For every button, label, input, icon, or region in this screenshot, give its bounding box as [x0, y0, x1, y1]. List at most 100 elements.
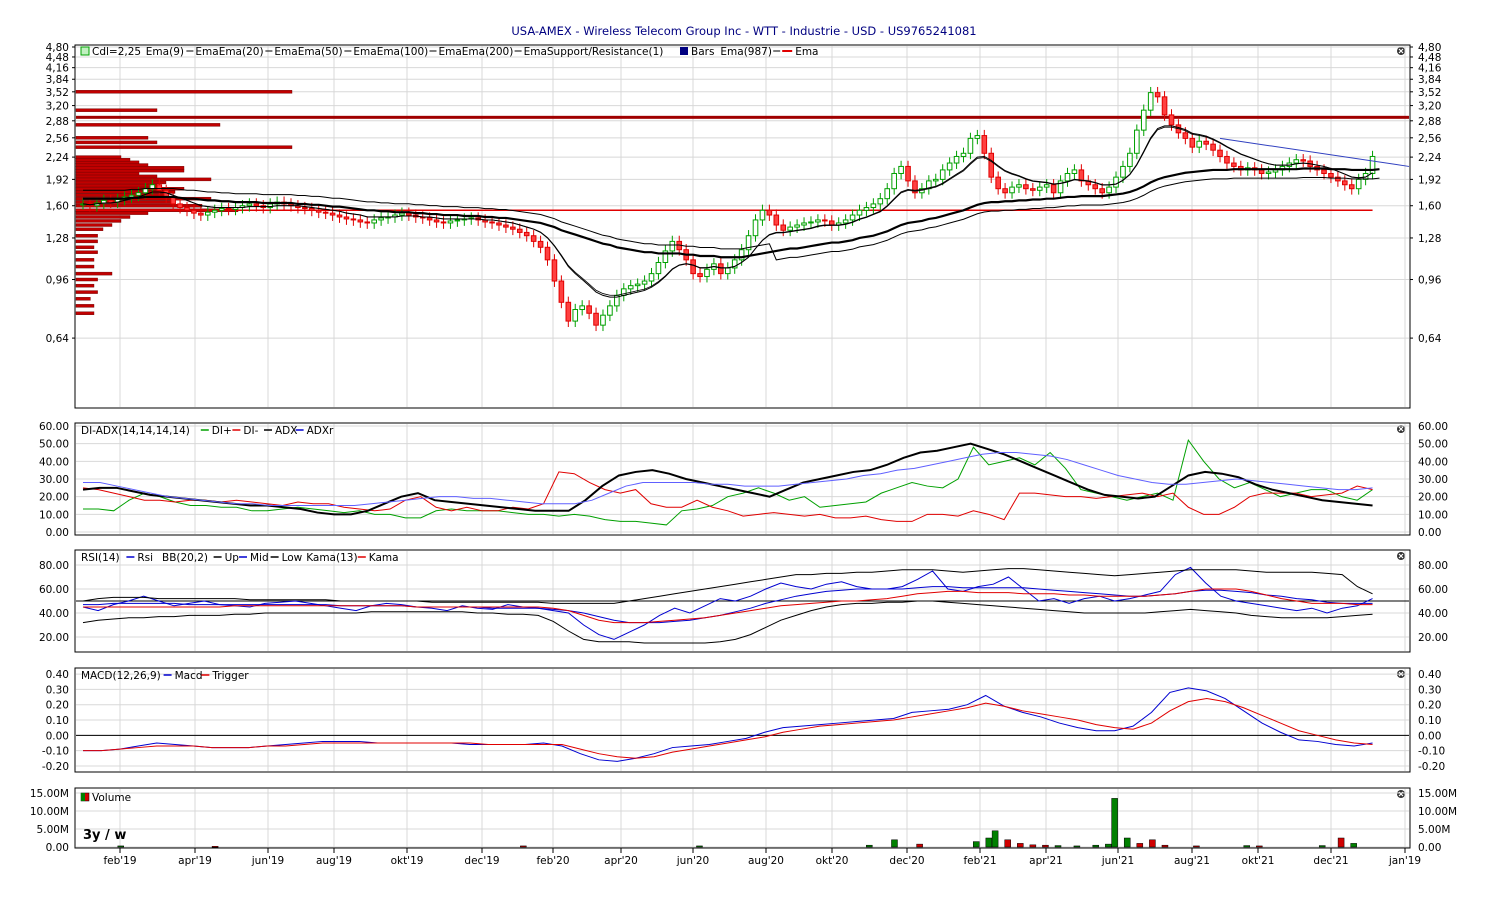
candle-body: [891, 172, 897, 190]
panel-legend-item: RSI(14): [81, 552, 120, 564]
candle-body: [1217, 149, 1223, 157]
candle-body: [544, 246, 551, 261]
candle-body: [489, 221, 495, 224]
volume-bar: [1042, 844, 1049, 848]
x-tick-label: feb'21: [963, 855, 996, 867]
volume-bar: [1004, 839, 1011, 848]
y-tick-right: 20.00: [1418, 632, 1448, 644]
candle-body: [780, 224, 787, 231]
candle-body: [1154, 92, 1161, 98]
candle-body: [1258, 169, 1265, 174]
candle-body: [378, 217, 384, 221]
candle-body: [523, 231, 530, 237]
y-tick-right: 30.00: [1418, 474, 1448, 486]
candle-body: [1224, 155, 1230, 164]
candle-body: [399, 212, 405, 216]
candle-body: [1016, 184, 1022, 188]
price-y-tick-right: 0,96: [1418, 275, 1442, 287]
candle-body: [156, 184, 163, 191]
x-tick-label: jun'21: [1101, 855, 1134, 867]
y-tick-right: 0.00: [1418, 527, 1441, 539]
price-y-tick-left: 3,84: [46, 74, 70, 86]
y-tick-left: 0.30: [46, 684, 69, 696]
candle-body: [718, 263, 724, 275]
panel-legend-item: Mid: [250, 552, 269, 564]
candle-body: [905, 165, 911, 182]
candle-body: [1030, 188, 1036, 191]
candle-body: [516, 228, 523, 233]
x-tick-label: okt'20: [816, 855, 849, 867]
candle-body: [995, 176, 1001, 190]
candle-body: [745, 235, 752, 251]
price-y-tick-right: 4,80: [1418, 42, 1441, 54]
y-tick-left: 0.10: [46, 715, 69, 727]
candle-body: [1161, 96, 1168, 116]
candle-body: [1023, 184, 1029, 190]
volume-profile-bar: [75, 250, 98, 254]
price-legend-item: Bars: [691, 46, 714, 58]
panel-legend-item: Trigger: [211, 670, 249, 682]
candle-body: [128, 194, 135, 198]
candle-body: [1127, 152, 1133, 167]
volume-profile-bar: [75, 215, 131, 219]
volume-bar: [520, 845, 527, 848]
candle-body: [1036, 186, 1043, 191]
candle-body: [1092, 184, 1099, 190]
y-tick-right: 80.00: [1418, 560, 1448, 572]
y-tick-right: 0.10: [1418, 715, 1441, 727]
volume-y-tick-left: 5.00M: [37, 824, 69, 836]
candle-body: [1342, 180, 1348, 186]
candle-body: [1321, 169, 1327, 174]
candle-body: [1113, 176, 1119, 188]
y-tick-left: 20.00: [39, 492, 69, 504]
candle-body: [1140, 109, 1147, 131]
y-tick-left: 10.00: [39, 509, 69, 521]
candle-body: [967, 137, 974, 154]
y-tick-right: 10.00: [1418, 509, 1448, 521]
candle-body: [364, 221, 371, 224]
series-line-di+: [83, 438, 1373, 526]
volume-profile-bar: [75, 227, 104, 231]
volume-profile-bar: [75, 166, 185, 170]
candle-body: [627, 285, 634, 290]
price-legend-item: Ema: [524, 46, 547, 58]
panel-legend-item: BB(20,2): [162, 552, 208, 564]
y-tick-left: 40.00: [39, 608, 69, 620]
candle-body: [946, 162, 953, 171]
volume-bar: [1243, 845, 1250, 848]
volume-profile-bar: [75, 311, 95, 315]
close-icon-cross: [1398, 48, 1404, 54]
volume-profile-bar: [75, 177, 212, 182]
legend-swatch-bars: [680, 47, 688, 55]
candle-body: [1002, 188, 1008, 194]
volume-bar: [1105, 843, 1112, 848]
volume-profile-bar: [75, 145, 293, 149]
candle-body: [1147, 92, 1154, 111]
candle-body: [308, 207, 315, 211]
x-tick-label: okt'21: [1242, 855, 1275, 867]
candle-body: [440, 221, 447, 224]
candle-body: [1182, 132, 1189, 139]
candle-body: [870, 203, 877, 209]
y-tick-right: 0.20: [1418, 700, 1441, 712]
panel-legend-item: DI-: [243, 425, 258, 437]
candle-body: [184, 207, 190, 211]
y-tick-left: 0.40: [46, 669, 69, 681]
candle-body: [246, 203, 253, 207]
volume-profile-bar: [75, 239, 98, 244]
x-tick-label: feb'20: [536, 855, 569, 867]
volume-y-tick-right: 15.00M: [1418, 788, 1457, 800]
volume-bar: [1017, 843, 1024, 848]
candle-body: [315, 209, 322, 213]
y-tick-right: -0.20: [1418, 761, 1445, 773]
candle-body: [1043, 184, 1050, 188]
candle-body: [1009, 186, 1015, 194]
price-y-tick-right: 1,28: [1418, 233, 1441, 245]
volume-profile-bar: [75, 304, 95, 308]
candle-body: [1293, 159, 1300, 164]
volume-bar: [1337, 837, 1345, 848]
candle-body: [253, 203, 260, 207]
volume-legend: Volume: [92, 792, 131, 804]
panel-legend-item: ADX: [275, 425, 297, 437]
